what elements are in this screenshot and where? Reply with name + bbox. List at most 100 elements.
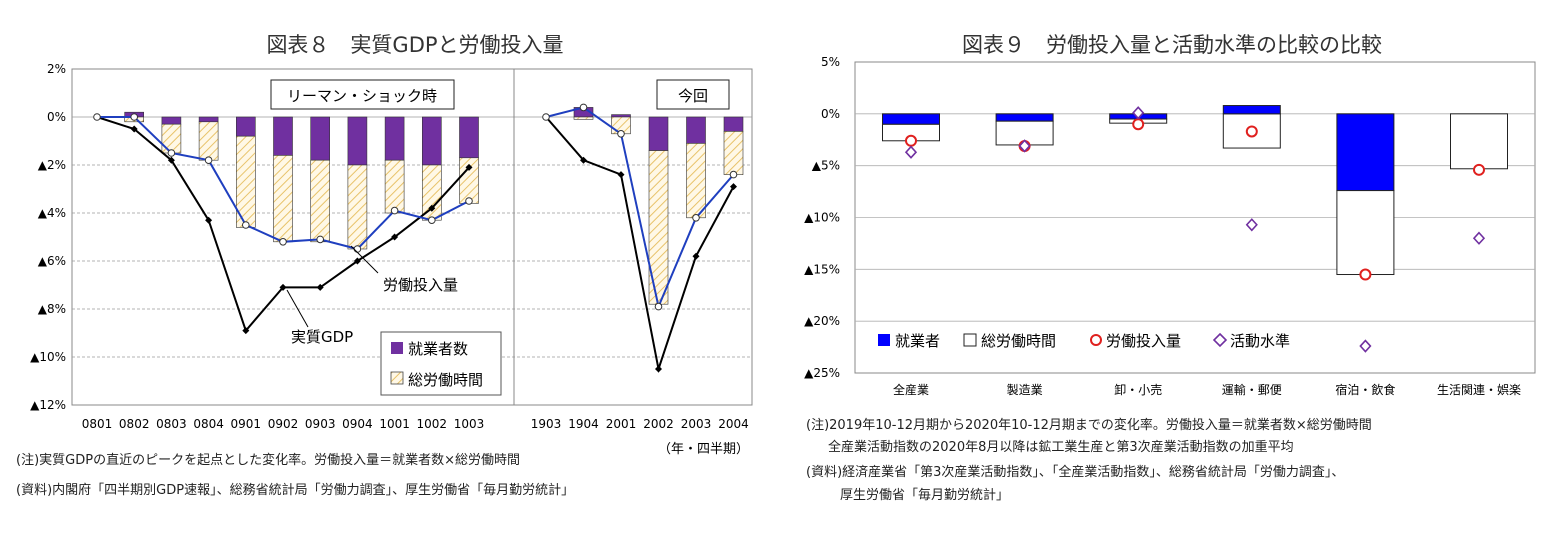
right-y-tick-label: 0% (821, 107, 840, 121)
left-unit-label: （年・四半期） (658, 442, 749, 457)
right-note-2: 全産業活動指数の2020年8月以降は鉱工業生産と第3次産業活動指数の加重平均 (828, 440, 1294, 455)
left-y-tick-label: ▲10% (30, 350, 66, 364)
labor-input-point (204, 156, 213, 164)
right-x-tick-label: 宿泊・飲食 (1335, 382, 1395, 397)
left-y-tick-label: 2% (47, 62, 66, 76)
activity-level-marker (1018, 139, 1031, 153)
employees-bar (198, 116, 219, 123)
labor-input-point (692, 214, 700, 222)
labor-input-point (654, 302, 663, 311)
hours-bar (1450, 113, 1508, 170)
hours-bar (1336, 190, 1395, 276)
left-y-tick-label: 0% (47, 110, 66, 124)
activity-level-marker (1132, 106, 1145, 120)
legend-activity-r-label: 活動水準 (1230, 332, 1290, 350)
hours-bar (723, 131, 744, 175)
real-gdp-point (617, 171, 625, 179)
employees-bar (236, 116, 256, 137)
annotation-gdp-arrow (286, 289, 309, 328)
hours-bar (686, 143, 706, 219)
employees-bar (1222, 105, 1281, 115)
employees-bar (421, 116, 442, 166)
employees-bar (686, 116, 706, 144)
labor-input-point (242, 221, 250, 229)
legend-employees-label: 就業者数 (408, 340, 468, 358)
left-x-tick-label: 2002 (643, 417, 674, 431)
left-x-tick-label: 1002 (417, 417, 448, 431)
employees-bar (273, 116, 293, 156)
right-legend-bg (868, 328, 1310, 353)
employees-bar (459, 116, 479, 159)
legend-hours-swatch (390, 371, 404, 385)
labor-input-marker (905, 134, 917, 147)
legend-labor-r-marker (1090, 334, 1102, 346)
left-y-tick-label: ▲8% (38, 302, 66, 316)
real-gdp-point (316, 283, 324, 291)
right-x-tick-label: 製造業 (1007, 383, 1043, 397)
left-x-tick-label: 2001 (606, 417, 637, 431)
employees-bar (310, 116, 331, 161)
labor-input-marker (1473, 163, 1485, 176)
left-x-tick-label: 1001 (379, 417, 410, 431)
labor-input-point (130, 113, 138, 121)
employees-bar (384, 116, 405, 161)
hours-bar (273, 155, 293, 243)
left-source: (資料)内閣府「四半期別GDP速報」、総務省統計局「労働力調査」、厚生労働省「毎… (16, 483, 575, 498)
hours-bar (347, 164, 368, 250)
labor-input-point (428, 216, 436, 224)
left-x-tick-label: 1003 (454, 417, 485, 431)
real-gdp-point (655, 365, 662, 373)
label-lehman: リーマン・ショック時 (287, 87, 437, 105)
left-x-tick-label: 0801 (82, 417, 113, 431)
real-gdp-point (580, 156, 587, 164)
left-y-tick-label: ▲12% (30, 398, 66, 412)
left-x-tick-label: 1903 (531, 417, 562, 431)
employees-bar (648, 116, 669, 151)
employees-bar (161, 116, 182, 125)
right-source-1: (資料)経済産業省「第3次産業活動指数」、「全産業活動指数」、総務省統計局「労働… (806, 465, 1345, 480)
legend-labor-r-label: 労働投入量 (1106, 332, 1181, 350)
labor-input-line (545, 106, 735, 310)
hours-bar (161, 123, 182, 154)
annotation-labor-input: 労働投入量 (383, 276, 458, 294)
hours-bar (384, 159, 405, 214)
employees-bar (882, 113, 940, 125)
right-x-tick-label: 全産業 (893, 382, 929, 397)
right-y-tick-label: ▲10% (804, 211, 840, 225)
labor-input-point (93, 113, 101, 121)
employees-bar (347, 116, 368, 166)
real-gdp-line (545, 116, 735, 373)
labor-input-marker (1132, 118, 1145, 131)
real-gdp-point (692, 252, 700, 260)
real-gdp-point (130, 125, 138, 133)
real-gdp-point (730, 183, 737, 191)
hours-bar (421, 164, 442, 221)
right-x-tick-label: 運輸・郵便 (1222, 382, 1282, 397)
legend-hours-r-label: 総労働時間 (981, 332, 1056, 350)
right-x-tick-label: 生活関連・娯楽 (1437, 383, 1521, 397)
right-y-tick-label: ▲15% (804, 262, 840, 276)
label-box-lehman (270, 79, 455, 110)
labor-input-point (167, 149, 176, 157)
right-y-tick-label: ▲25% (804, 366, 840, 380)
left-x-tick-label: 0802 (119, 417, 150, 431)
left-x-tick-label: 0902 (268, 417, 299, 431)
left-x-tick-label: 0903 (305, 417, 336, 431)
labor-input-point (390, 206, 399, 215)
labor-input-point (316, 235, 325, 244)
labor-input-point (579, 103, 588, 112)
labor-input-marker (1359, 268, 1372, 281)
labor-input-point (542, 113, 550, 121)
employees-bar (1336, 113, 1395, 192)
labor-input-point (465, 197, 473, 205)
left-y-tick-label: ▲2% (38, 158, 66, 172)
hours-bar (573, 116, 594, 120)
right-note-1: (注)2019年10-12月期から2020年10-12月期までの変化率。労働投入… (806, 418, 1372, 433)
left-x-tick-label: 0804 (193, 417, 224, 431)
right-source-2: 厚生労働省「毎月勤労統計」 (840, 488, 1010, 503)
right-y-tick-label: ▲20% (804, 314, 840, 328)
activity-level-marker (1359, 339, 1372, 353)
left-chart-title: 図表８ 実質GDPと労働投入量 (266, 33, 563, 57)
labor-input-point (353, 245, 362, 253)
left-note: (注)実質GDPの直近のピークを起点とした変化率。労働投入量＝就業者数×総労働時… (16, 453, 520, 468)
